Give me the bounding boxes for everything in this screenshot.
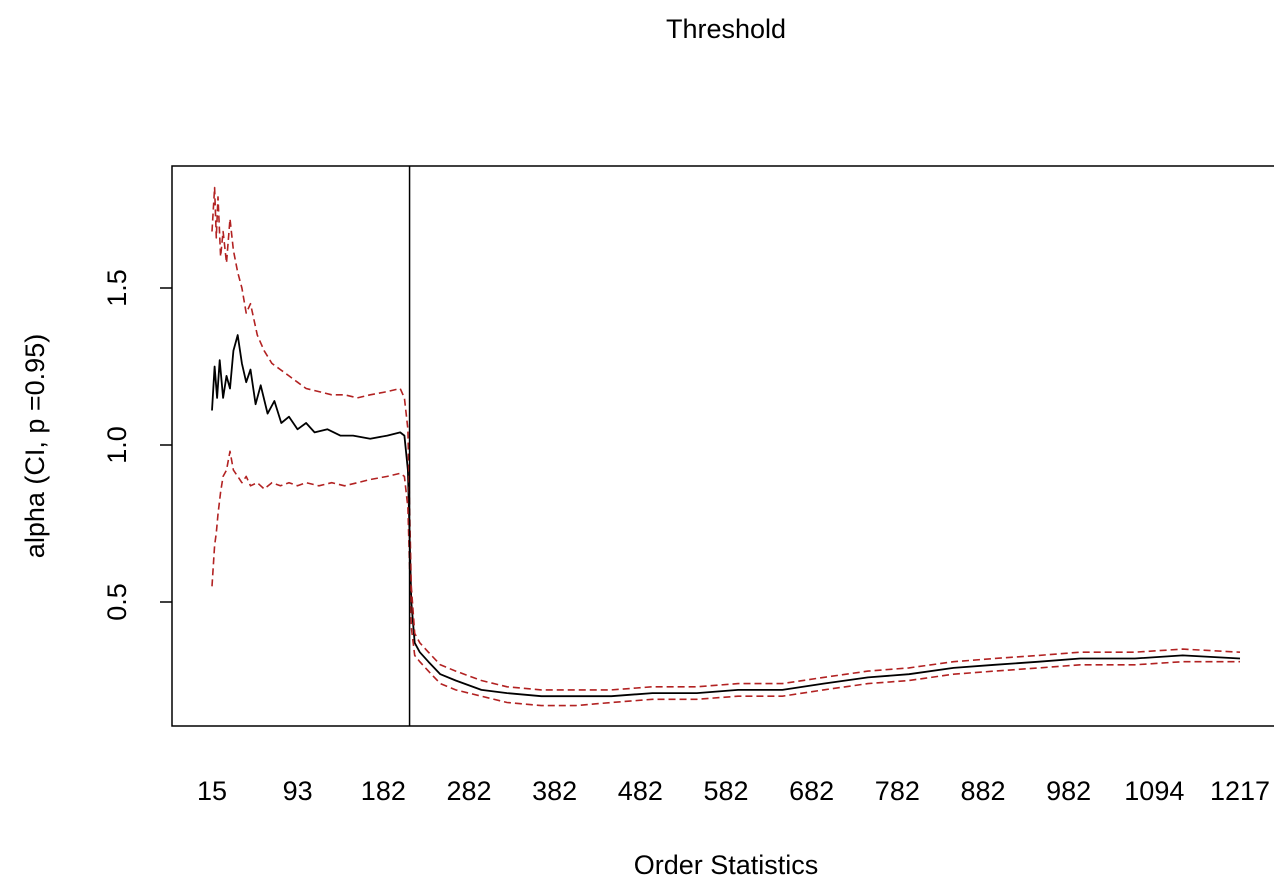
x-tick-label: 382 <box>532 776 577 806</box>
x-tick-label: 15 <box>197 776 227 806</box>
x-tick-label: 1094 <box>1124 776 1184 806</box>
y-tick-label: 0.5 <box>102 583 132 621</box>
lower-ci-line <box>211 450 1240 707</box>
y-tick-label: 1.0 <box>102 426 132 464</box>
x-axis-label: Order Statistics <box>634 850 819 880</box>
x-tick-label: 582 <box>703 776 748 806</box>
plot-frame <box>171 165 1274 727</box>
chart-title: Threshold <box>666 14 786 44</box>
x-tick-label: 282 <box>446 776 491 806</box>
plot-marks: 15 93 182 282 382 482 582 682 782 882 982 1094 1217 0… <box>102 166 1270 806</box>
upper-ci-line <box>211 186 1241 691</box>
x-tick-label: 682 <box>789 776 834 806</box>
x-tick-label: 882 <box>960 776 1005 806</box>
x-tick-label: 1217 <box>1210 776 1270 806</box>
x-tick-label: 182 <box>361 776 406 806</box>
x-tick-label: 782 <box>875 776 920 806</box>
y-tick-label: 1.5 <box>102 269 132 307</box>
estimate-line <box>211 334 1241 698</box>
y-axis-label: alpha (CI, p =0.95) <box>20 334 50 558</box>
x-tick-label: 93 <box>283 776 313 806</box>
x-tick-label: 482 <box>618 776 663 806</box>
x-tick-label: 982 <box>1046 776 1091 806</box>
